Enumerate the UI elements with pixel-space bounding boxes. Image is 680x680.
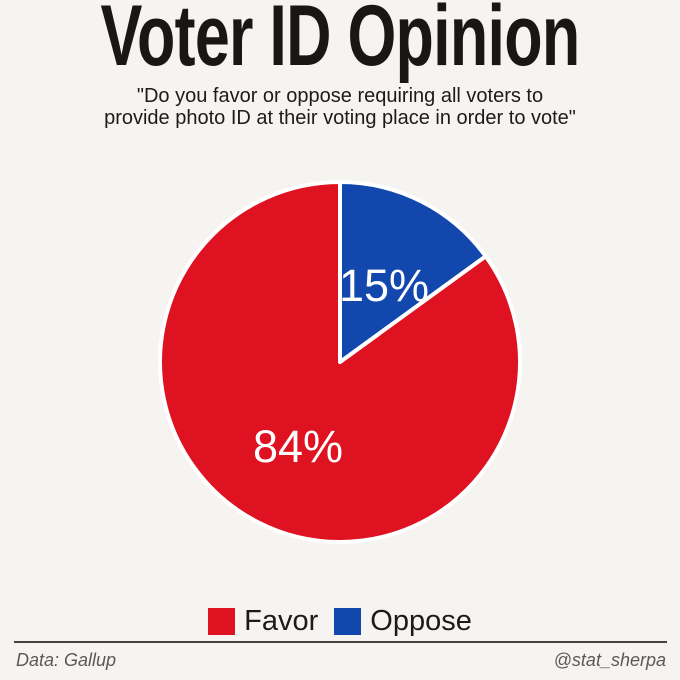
page-title: Voter ID Opinion [100, 0, 581, 84]
legend: Favor Oppose [0, 605, 680, 638]
legend-item-favor: Favor [208, 605, 318, 638]
favor-legend-label: Favor [244, 605, 319, 637]
subtitle-line-2: provide photo ID at their voting place i… [104, 107, 576, 129]
favor-percent-label: 84% [253, 421, 343, 472]
favor-color-swatch [208, 608, 236, 635]
pie-chart: 15% 84% [158, 180, 522, 544]
footer-divider [14, 641, 667, 643]
data-source-credit: Data: Gallup [16, 650, 117, 670]
oppose-percent-label: 15% [339, 260, 429, 311]
pie-slice-oppose [338, 180, 488, 364]
legend-item-oppose: Oppose [334, 605, 472, 638]
oppose-legend-label: Oppose [370, 605, 472, 637]
oppose-color-swatch [334, 608, 362, 635]
pie-slice-favor [158, 180, 522, 544]
footer: Data: Gallup @stat_sherpa [16, 650, 666, 671]
author-handle: @stat_sherpa [553, 650, 666, 670]
survey-question-subtitle: "Do you favor or oppose requiring all vo… [0, 85, 680, 129]
subtitle-line-1: "Do you favor or oppose requiring all vo… [136, 85, 544, 107]
